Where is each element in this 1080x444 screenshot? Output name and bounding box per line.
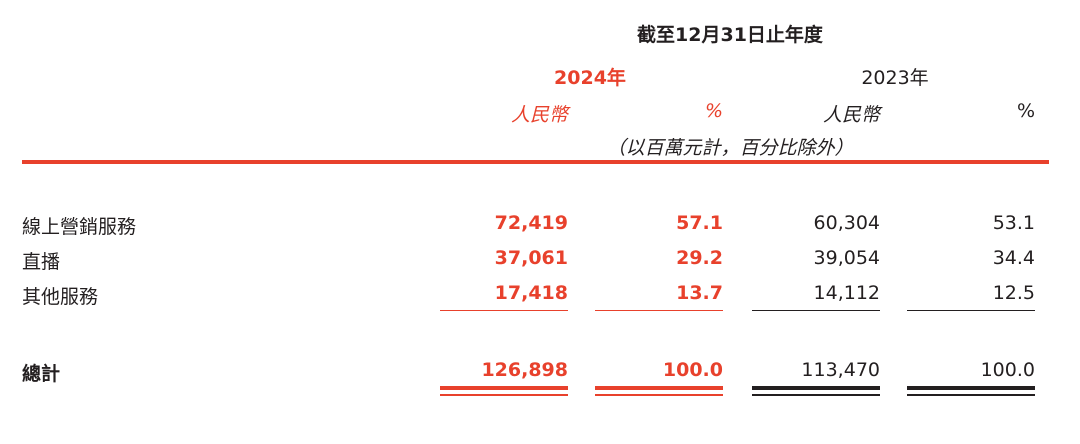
row-label-total: 總計 xyxy=(22,363,61,385)
total-double-rule-pct-2024-lower xyxy=(595,394,723,396)
total-double-rule-rmb-2024-lower xyxy=(440,394,568,396)
row-label-live-streaming: 直播 xyxy=(22,251,61,273)
row-label-other-services: 其他服務 xyxy=(22,286,99,308)
unit-pct-2024: % xyxy=(704,100,723,122)
total-rmb-2024: 126,898 xyxy=(481,359,568,381)
unit-pct-2023: % xyxy=(1016,100,1035,122)
cell-pct-2023: 53.1 xyxy=(992,212,1035,234)
cell-rmb-2023: 60,304 xyxy=(813,212,880,234)
cell-pct-2023: 12.5 xyxy=(992,282,1035,304)
cell-pct-2023: 34.4 xyxy=(992,247,1035,269)
cell-pct-2024: 13.7 xyxy=(676,282,723,304)
total-rmb-2023: 113,470 xyxy=(801,359,880,381)
total-double-rule-pct-2023 xyxy=(907,386,1035,390)
cell-pct-2024: 29.2 xyxy=(676,247,723,269)
row-label-online-marketing: 線上營銷服務 xyxy=(22,216,137,238)
total-double-rule-rmb-2024 xyxy=(440,386,568,390)
cell-rmb-2024: 17,418 xyxy=(494,282,568,304)
cell-rmb-2023: 39,054 xyxy=(813,247,880,269)
cell-rmb-2023: 14,112 xyxy=(813,282,880,304)
unit-rmb-2023: 人民幣 xyxy=(822,104,880,126)
subtotal-rule-pct-2023 xyxy=(907,310,1035,311)
cell-rmb-2024: 37,061 xyxy=(494,247,568,269)
period-heading: 截至12月31日止年度 xyxy=(637,24,823,46)
total-pct-2024: 100.0 xyxy=(662,359,723,381)
total-double-rule-rmb-2023-lower xyxy=(752,394,880,396)
year-2023-heading: 2023年 xyxy=(861,67,929,89)
subtotal-rule-pct-2024 xyxy=(595,310,723,311)
cell-rmb-2024: 72,419 xyxy=(494,212,568,234)
units-note: （以百萬元計，百分比除外） xyxy=(606,137,854,159)
total-double-rule-pct-2024 xyxy=(595,386,723,390)
subtotal-rule-rmb-2024 xyxy=(440,310,568,311)
total-double-rule-pct-2023-lower xyxy=(907,394,1035,396)
cell-pct-2024: 57.1 xyxy=(676,212,723,234)
header-divider xyxy=(22,160,1049,164)
unit-rmb-2024: 人民幣 xyxy=(510,104,568,126)
total-pct-2023: 100.0 xyxy=(980,359,1035,381)
subtotal-rule-rmb-2023 xyxy=(752,310,880,311)
year-2024-heading: 2024年 xyxy=(554,67,626,89)
total-double-rule-rmb-2023 xyxy=(752,386,880,390)
